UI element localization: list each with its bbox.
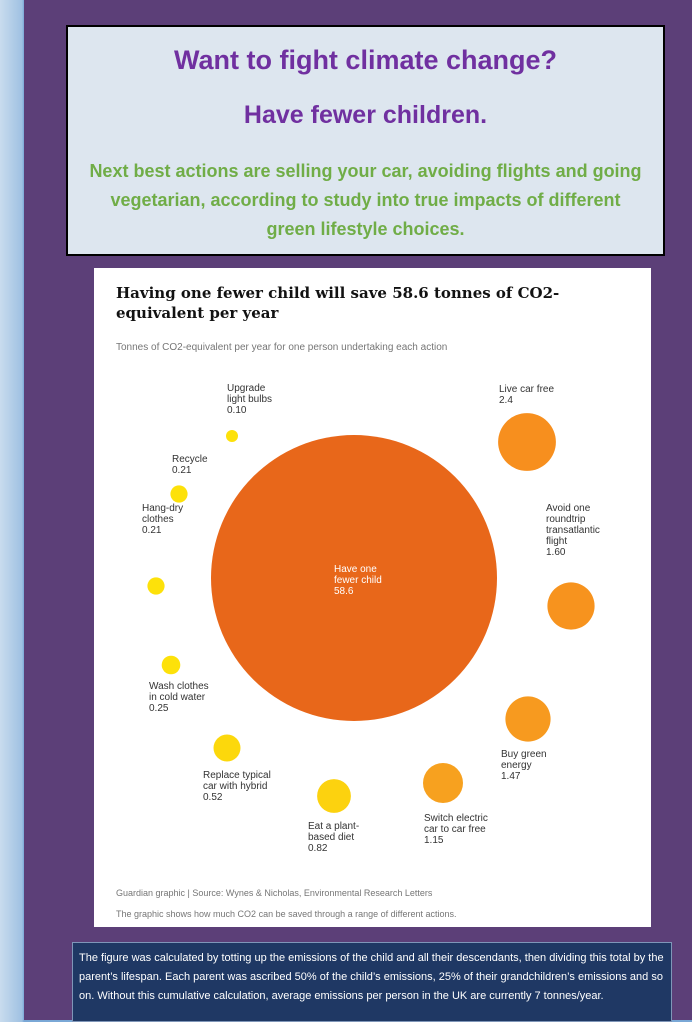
bubble-label-hang-dry-clothes: Hang-dry clothes 0.21 — [142, 503, 183, 536]
bubble-buy-green-energy — [505, 696, 551, 742]
bubble-upgrade-light-bulbs — [226, 430, 238, 442]
bubble-label-switch-electric-car-to-car-free: Switch electric car to car free 1.15 — [424, 813, 488, 846]
headline-subtitle: Have fewer children. — [243, 101, 488, 129]
bubble-label-buy-green-energy: Buy green energy 1.47 — [501, 749, 547, 782]
headline-box: Want to fight climate change? Have fewer… — [66, 25, 665, 256]
bubble-label-avoid-one-roundtrip-transatlantic-flight: Avoid one roundtrip transatlantic flight 1.6… — [546, 503, 600, 558]
bubble-replace-typical-car-with-hybrid — [213, 734, 241, 762]
bubble-eat-a-plant-based-diet — [317, 779, 351, 813]
bubble-chart: Have one fewer child 58.6 Live car free 2.4 A… — [142, 383, 600, 854]
bubble-label-upgrade-light-bulbs: Upgrade light bulbs 0.10 — [227, 383, 272, 416]
headline-title: Want to fight climate change? — [173, 45, 557, 75]
methodology-footnote: The figure was calculated by totting up … — [72, 942, 672, 1022]
chart-source: Guardian graphic | Source: Wynes & Nicho… — [116, 888, 433, 898]
bubble-live-car-free — [498, 413, 556, 471]
bubble-label-live-car-free: Live car free 2.4 — [499, 384, 554, 406]
bubble-label-replace-typical-car-with-hybrid: Replace typical car with hybrid 0.52 — [203, 770, 271, 803]
chart-title: Having one fewer child will save 58.6 to… — [116, 284, 560, 322]
bubble-label-recycle: Recycle 0.21 — [172, 454, 208, 476]
bubble-label-eat-a-plant-based-diet: Eat a plant-based diet 0.82 — [308, 821, 359, 854]
bubble-label-have-one-fewer-child: Have one fewer child 58.6 — [334, 564, 382, 597]
chart-caption: The graphic shows how much CO2 can be sa… — [116, 909, 457, 919]
bubble-switch-electric-car-to-car-free — [423, 763, 463, 803]
bubble-label-wash-clothes-in-cold-water: Wash clothes in cold water 0.25 — [149, 681, 209, 714]
bubble-recycle — [170, 485, 188, 503]
chart-subtitle: Tonnes of CO2-equivalent per year for on… — [116, 342, 448, 353]
chart-card: Have one fewer child 58.6 Live car free 2.4 A… — [94, 268, 651, 927]
bubble-avoid-one-roundtrip-transatlantic-flight — [547, 582, 595, 630]
bubble-have-one-fewer-child — [211, 435, 497, 721]
bubble-wash-clothes-in-cold-water — [161, 655, 181, 675]
bubble-hang-dry-clothes — [147, 577, 165, 595]
headline-description: Next best actions are selling your car, … — [89, 161, 642, 239]
